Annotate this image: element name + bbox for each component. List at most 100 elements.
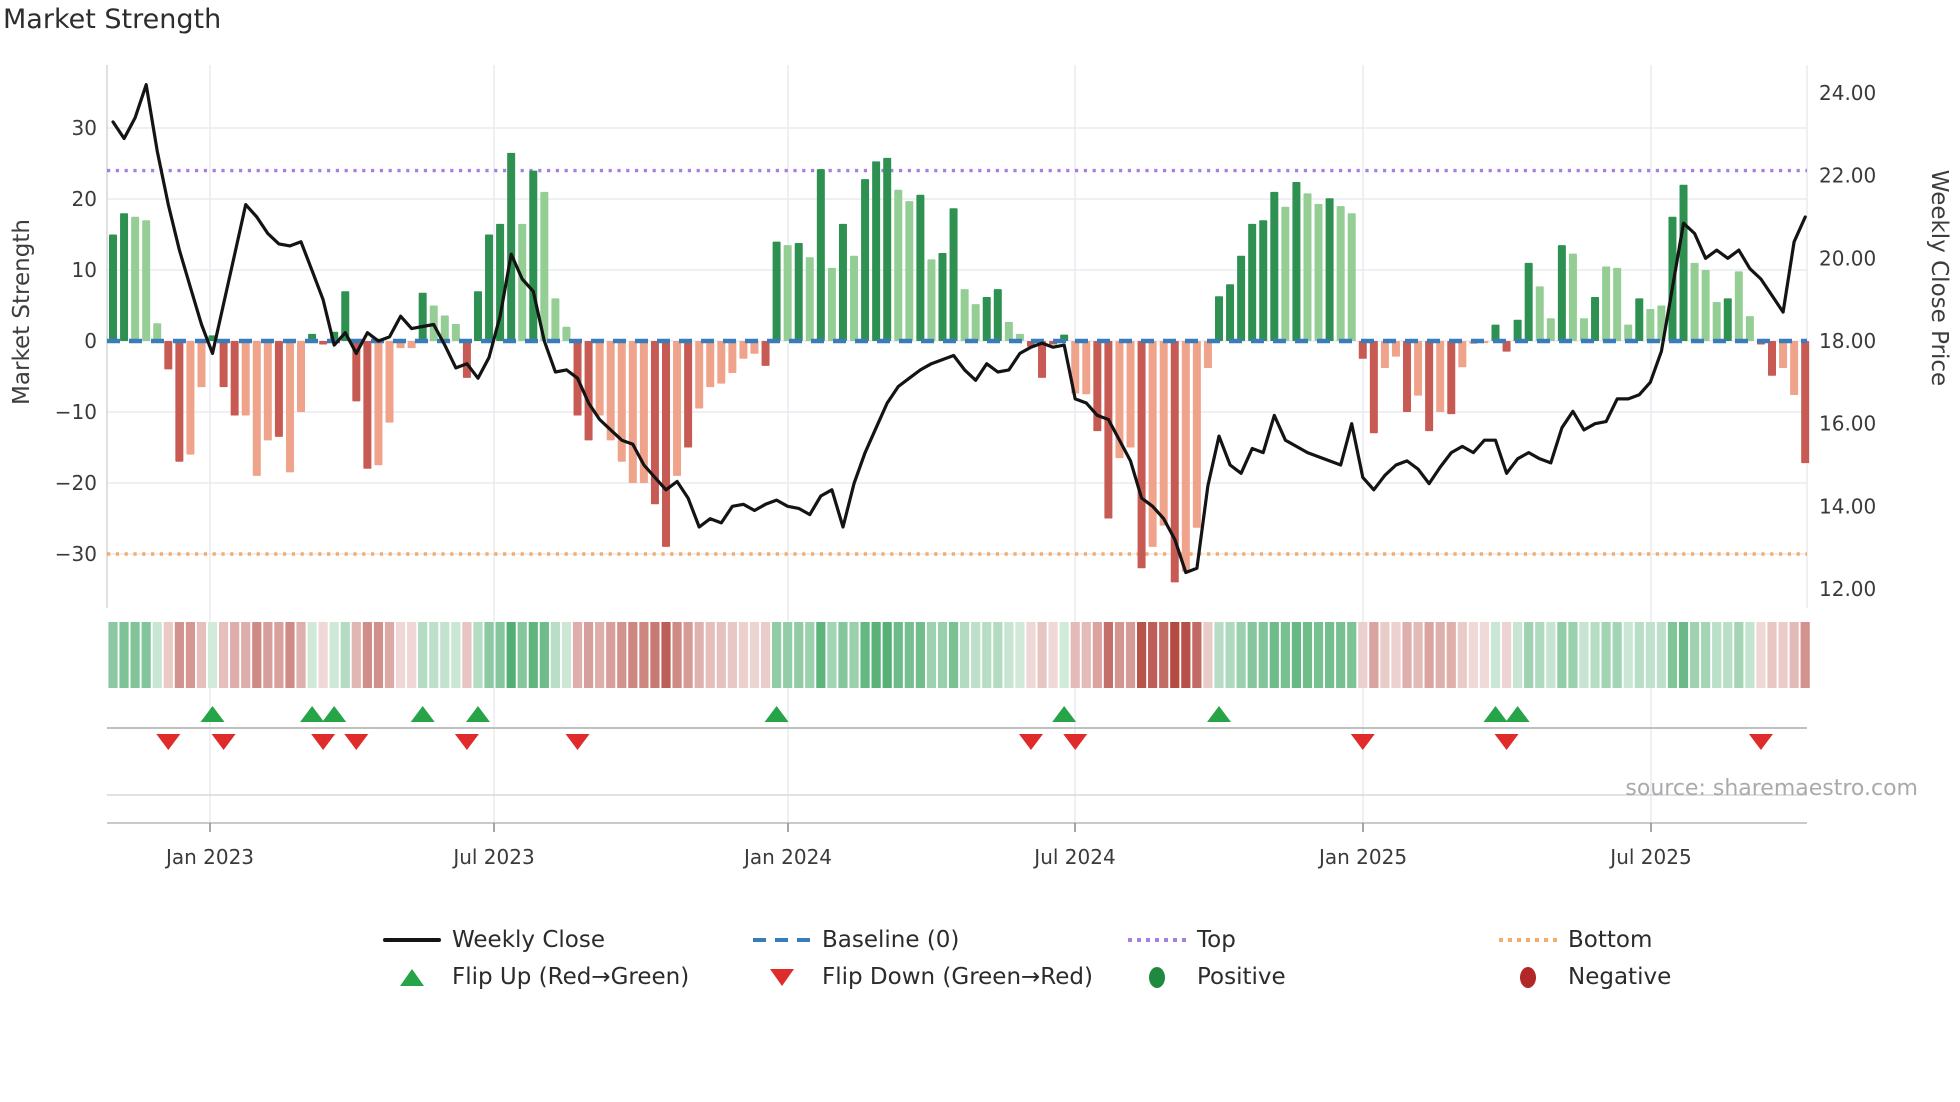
- bottom-line-swatch: [1499, 927, 1557, 953]
- heatmap-cell: [1170, 622, 1180, 688]
- strength-bar: [916, 194, 925, 341]
- heatmap-cell: [794, 622, 804, 688]
- strength-bar: [120, 213, 129, 341]
- strength-bar: [662, 341, 670, 547]
- strength-bar: [374, 341, 383, 466]
- heatmap-cell: [1380, 622, 1390, 688]
- legend-label: Negative: [1568, 964, 1672, 990]
- flip-up-marker: [1207, 706, 1231, 722]
- heatmap-cell: [1612, 622, 1622, 688]
- heatmap-cell: [219, 622, 229, 688]
- flip-down-marker: [1018, 734, 1043, 750]
- strength-bar: [1414, 341, 1423, 396]
- flip-down-marker: [1748, 734, 1773, 750]
- svg-text:10: 10: [72, 258, 97, 282]
- heatmap-cell: [1192, 622, 1202, 688]
- positive-icon: [1128, 964, 1186, 990]
- heatmap-cell: [1015, 622, 1025, 688]
- strength-bar: [761, 341, 770, 366]
- heatmap-cell: [1756, 622, 1766, 688]
- legend-label: Bottom: [1568, 927, 1653, 953]
- strength-bar: [562, 326, 571, 341]
- heatmap-cell: [141, 622, 151, 688]
- strength-bar: [131, 216, 140, 341]
- x-tick-label: Jul 2023: [451, 845, 534, 869]
- flip-down-marker: [454, 734, 479, 750]
- heatmap-cell: [1059, 622, 1069, 688]
- strength-bar: [1347, 213, 1356, 341]
- strength-bar: [518, 223, 527, 341]
- heatmap-cell: [694, 622, 704, 688]
- heatmap-cell: [1358, 622, 1368, 688]
- legend-item-bottom: Bottom: [1499, 924, 1652, 956]
- heatmap-cell: [783, 622, 793, 688]
- strength-bar: [1679, 184, 1688, 341]
- legend-item-flip-down: Flip Down (Green→Red): [753, 961, 1093, 993]
- heatmap-cell: [1800, 622, 1810, 688]
- heatmap-cell: [683, 622, 693, 688]
- heatmap-cell: [716, 622, 726, 688]
- heatmap-cell: [274, 622, 284, 688]
- heatmap-cell: [550, 622, 560, 688]
- heatmap-cell: [174, 622, 184, 688]
- strength-bar: [1314, 203, 1323, 341]
- heatmap-cell: [462, 622, 472, 688]
- strength-bar: [1745, 316, 1754, 341]
- heatmap-cell: [506, 622, 516, 688]
- svg-text:20.00: 20.00: [1819, 246, 1876, 270]
- heatmap-cell: [882, 622, 892, 688]
- heatmap-cell: [1081, 622, 1091, 688]
- strength-bars: [109, 152, 1810, 583]
- heatmap-cell: [606, 622, 616, 688]
- price-line-group: [111, 83, 1807, 575]
- heatmap-cell: [1336, 622, 1346, 688]
- heatmap-cell: [1501, 622, 1512, 688]
- strength-bar: [783, 245, 792, 341]
- strength-bar: [451, 323, 460, 341]
- heatmap-cell: [1092, 622, 1102, 688]
- page-title: Market Strength: [3, 4, 222, 35]
- strength-bar: [949, 208, 958, 341]
- strength-bar: [1723, 298, 1732, 341]
- flip-up-marker: [1483, 706, 1508, 722]
- strength-bar: [1071, 341, 1080, 394]
- heatmap-cell: [1402, 622, 1412, 688]
- x-tick-label: Jan 2024: [742, 845, 832, 869]
- strength-bar: [739, 341, 748, 359]
- strength-bar: [230, 341, 239, 416]
- flip-down-marker: [1494, 734, 1519, 750]
- heatmap-cell: [1789, 622, 1799, 688]
- strength-bar: [1336, 206, 1345, 341]
- strength-bar: [861, 179, 870, 341]
- strength-bar: [252, 341, 261, 476]
- heatmap-cell: [351, 622, 361, 688]
- flip-up-marker: [300, 706, 325, 722]
- heatmap-cell: [1767, 622, 1777, 688]
- strength-bar: [1159, 341, 1168, 526]
- strength-bar: [1192, 341, 1201, 528]
- strength-bar: [1170, 341, 1179, 583]
- heatmap-cell: [296, 622, 306, 688]
- vertical-gridlines: [209, 65, 1652, 823]
- strength-bar: [540, 191, 549, 341]
- top-line-swatch: [1128, 927, 1186, 953]
- heatmap-cell: [230, 622, 240, 688]
- heatmap-cell: [263, 622, 273, 688]
- strength-bar: [750, 341, 759, 354]
- strength-bar: [297, 341, 306, 412]
- strength-bar: [1082, 341, 1091, 395]
- svg-text:30: 30: [72, 116, 97, 140]
- strength-bar: [1557, 245, 1566, 341]
- heatmap-cell: [1557, 622, 1567, 688]
- strength-bar: [872, 161, 881, 341]
- heatmap-cell: [971, 622, 981, 688]
- heatmap-cell: [628, 622, 638, 688]
- heatmap-cell: [1269, 622, 1279, 688]
- heatmap-cell: [705, 622, 715, 688]
- strength-bar: [960, 289, 969, 341]
- strength-bar: [529, 170, 538, 341]
- strength-bar: [1712, 301, 1721, 341]
- heatmap-cell: [1347, 622, 1357, 688]
- strength-bar: [109, 234, 117, 341]
- strength-bar: [153, 323, 162, 341]
